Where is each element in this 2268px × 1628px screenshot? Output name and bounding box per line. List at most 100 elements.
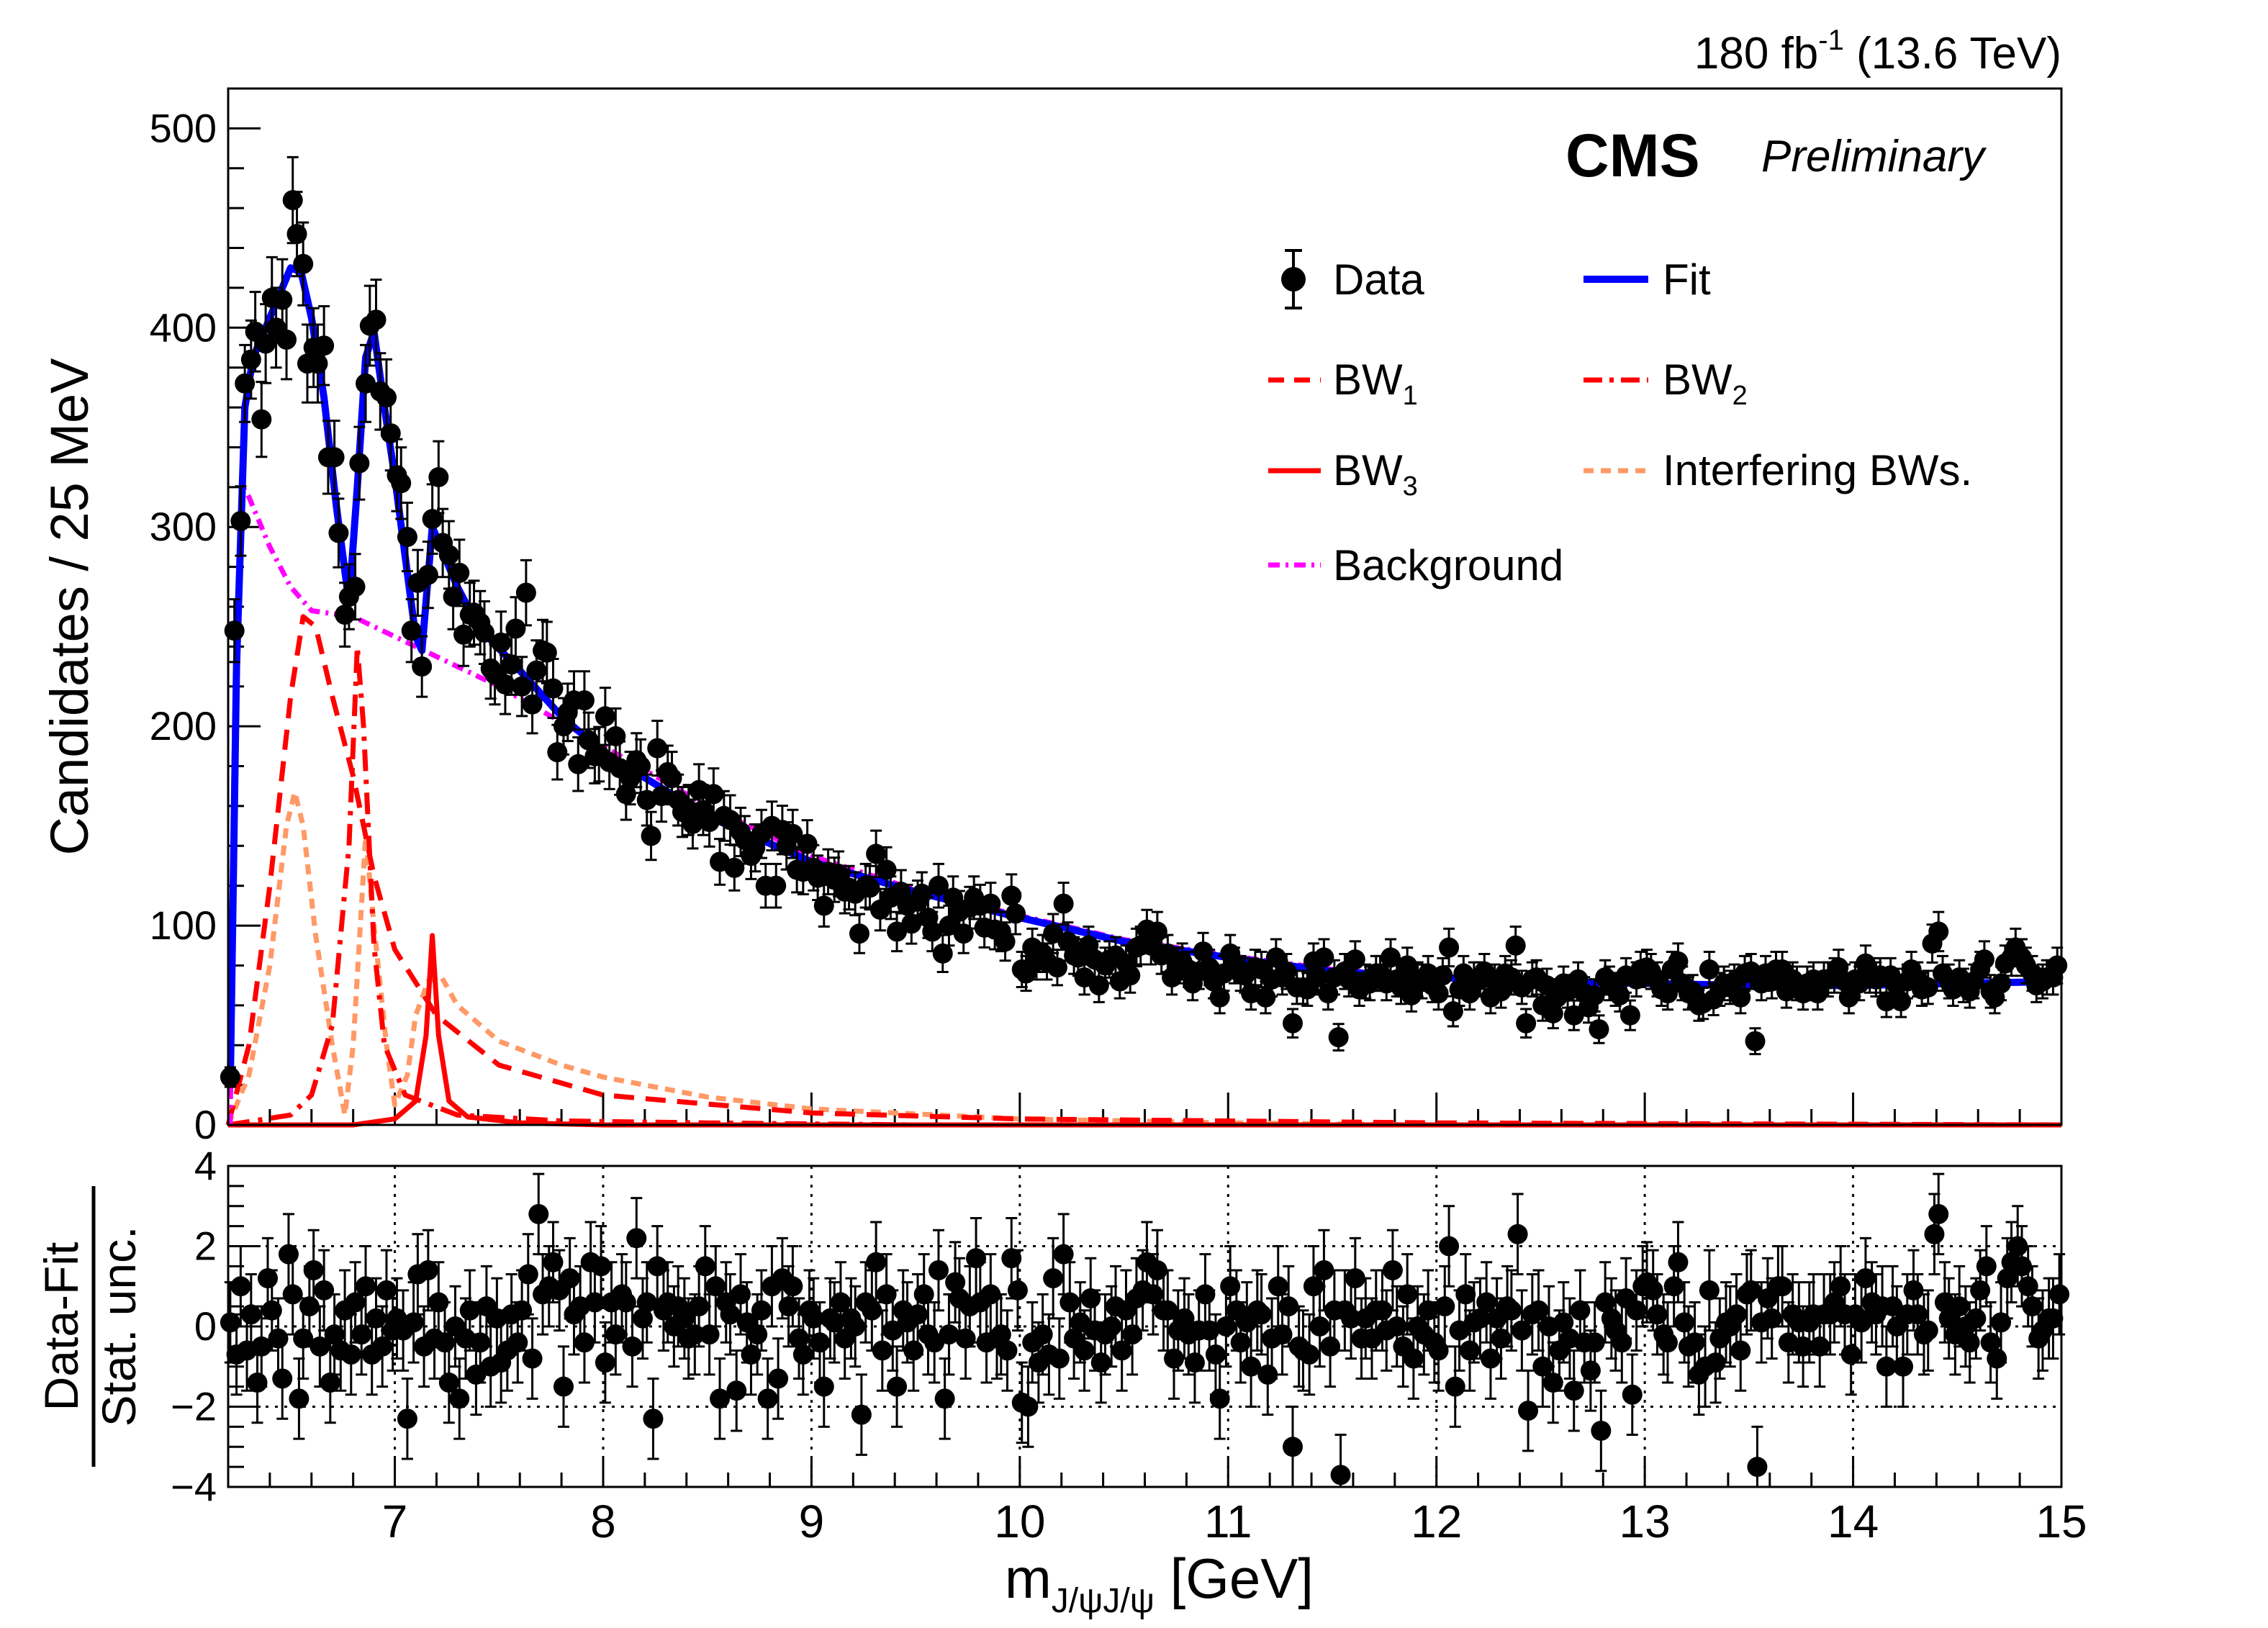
- ratio-ytick-label: 2: [194, 1224, 217, 1269]
- ratio-point-marker: [1793, 1336, 1814, 1357]
- data-point: [536, 620, 557, 684]
- ratio-point-marker: [2012, 1256, 2033, 1277]
- ratio-point: [1007, 1249, 1028, 1332]
- curve-bw3: [228, 933, 2061, 1128]
- ratio-point-marker: [1917, 1320, 1938, 1341]
- data-point-marker: [866, 844, 887, 864]
- data-point-marker: [1401, 985, 1422, 1005]
- ratio-point: [1740, 1249, 1761, 1332]
- ratio-point-marker: [553, 1376, 574, 1397]
- ratio-point-marker: [1647, 1304, 1668, 1325]
- data-point-marker: [578, 730, 599, 751]
- data-point-marker: [928, 875, 949, 896]
- data-point: [1120, 957, 1141, 994]
- ratio-point: [1532, 1325, 1553, 1408]
- data-point-marker: [412, 656, 433, 677]
- data-point: [1928, 910, 1949, 953]
- data-point-marker: [1193, 941, 1214, 962]
- ratio-point-marker: [1397, 1284, 1418, 1305]
- ratio-point: [813, 1345, 834, 1428]
- data-point-marker: [922, 921, 943, 942]
- ratio-point-marker: [1314, 1260, 1334, 1280]
- ratio-point: [845, 1285, 866, 1368]
- data-point-marker: [522, 694, 543, 715]
- curve-interfering-bws: [225, 790, 2061, 1128]
- ratio-point-marker: [757, 1388, 778, 1409]
- data-point-marker: [1006, 903, 1026, 924]
- ratio-point: [1209, 1357, 1230, 1440]
- data-point-marker: [547, 742, 568, 763]
- ratio-point: [595, 1321, 615, 1404]
- ratio-point: [376, 1249, 397, 1332]
- ratio-point-marker: [324, 1324, 345, 1345]
- data-point: [397, 502, 417, 573]
- ratio-point-marker: [1674, 1312, 1695, 1333]
- ratio-point-marker: [1455, 1284, 1476, 1305]
- ratio-point-marker: [293, 1328, 314, 1349]
- data-point-marker: [568, 754, 589, 774]
- ratio-point-marker: [1595, 1292, 1616, 1313]
- data-point-marker: [443, 587, 464, 607]
- data-point: [356, 343, 376, 423]
- legend-fit-label: Fit: [1663, 255, 1711, 304]
- ratio-point-marker: [459, 1300, 480, 1321]
- data-point-marker: [1439, 937, 1460, 958]
- ratio-point-marker: [1309, 1316, 1330, 1337]
- ratio-point: [1282, 1406, 1303, 1488]
- data-point-marker: [631, 756, 651, 777]
- data-point: [1619, 999, 1640, 1031]
- ratio-point-marker: [699, 1324, 720, 1345]
- data-point: [1047, 949, 1067, 987]
- ratio-point-marker: [939, 1324, 959, 1345]
- data-point: [220, 1066, 240, 1088]
- ratio-xtick-label: 15: [2036, 1496, 2087, 1547]
- ratio-point-marker: [289, 1388, 310, 1409]
- data-point: [1516, 1008, 1537, 1039]
- data-point-marker: [449, 562, 470, 583]
- ratio-point-marker: [1480, 1348, 1501, 1369]
- ratio-point: [1518, 1369, 1539, 1452]
- ratio-point: [710, 1357, 731, 1440]
- ratio-point-marker: [1747, 1457, 1768, 1478]
- ratio-plot-frame: [227, 1165, 2063, 1488]
- ratio-point: [1470, 1277, 1491, 1360]
- ratio-point-marker: [1205, 1344, 1226, 1365]
- ratio-point: [1278, 1265, 1299, 1348]
- ratio-point: [303, 1229, 324, 1312]
- data-point: [328, 497, 349, 569]
- ratio-point-marker: [1001, 1248, 1022, 1269]
- legend-bw3-entry: BW3: [1268, 446, 1418, 502]
- ratio-point: [553, 1345, 574, 1428]
- ratio-point-marker: [1924, 1224, 1945, 1244]
- ratio-point-marker: [1199, 1320, 1220, 1341]
- ratio-point-marker: [320, 1373, 340, 1393]
- ratio-point-marker: [1612, 1332, 1632, 1353]
- ratio-point: [1314, 1229, 1334, 1312]
- data-point: [1745, 1027, 1766, 1056]
- ratio-point: [1049, 1317, 1070, 1400]
- ratio-ytick-label: 4: [194, 1143, 217, 1188]
- ratio-point-marker: [1230, 1332, 1251, 1353]
- data-point-marker: [574, 690, 595, 711]
- ratio-point: [1147, 1229, 1167, 1312]
- legend: Data Fit BW1 BW2 BW3 Interfering BWs. Ba…: [1268, 249, 1972, 589]
- ratio-point-marker: [1018, 1396, 1039, 1417]
- ratio-point-marker: [1282, 1437, 1303, 1457]
- ratio-point: [1747, 1425, 1768, 1488]
- data-point-marker: [1345, 949, 1365, 970]
- ratio-point: [1397, 1253, 1418, 1336]
- data-point: [1255, 980, 1276, 1015]
- ratio-point-marker: [1699, 1280, 1720, 1301]
- ratio-point-marker: [240, 1304, 261, 1325]
- data-point-marker: [1255, 987, 1276, 1008]
- data-point: [1876, 985, 1897, 1018]
- ratio-point-marker: [1730, 1340, 1751, 1361]
- lumi-label: 180 fb-1 (13.6 TeV): [1694, 24, 2061, 78]
- ratio-point: [1043, 1236, 1064, 1320]
- data-point: [574, 670, 595, 731]
- ratio-point-marker: [908, 1304, 929, 1325]
- data-point: [869, 887, 890, 932]
- main-ytick-label: 0: [194, 1102, 217, 1147]
- ratio-point-marker: [591, 1256, 612, 1277]
- data-point: [682, 798, 703, 850]
